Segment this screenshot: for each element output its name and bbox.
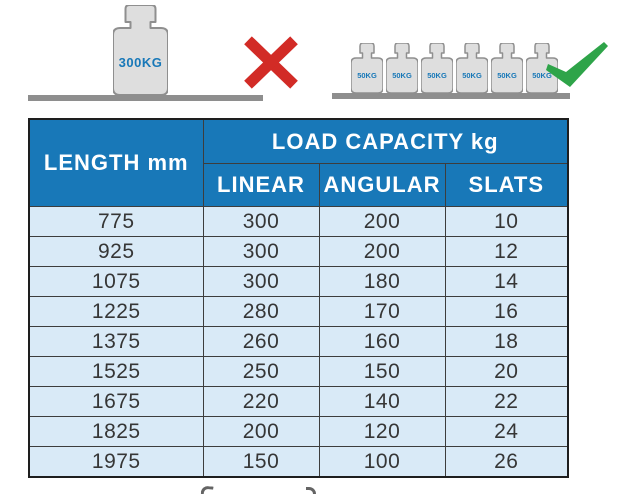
cell-angular: 140: [318, 386, 446, 417]
weight-300kg-shape: [113, 5, 168, 95]
table-row: 1675 220 140 22: [28, 386, 569, 417]
table-row: 775 300 200 10: [28, 206, 569, 237]
weight-50kg-shape: [456, 43, 488, 93]
weight-50kg-label: 50KG: [392, 71, 412, 80]
weight-50kg-label: 50KG: [427, 71, 447, 80]
table-row: 925 300 200 12: [28, 236, 569, 267]
cell-linear: 260: [202, 326, 320, 357]
table-row: 1975 150 100 26: [28, 446, 569, 478]
header-slats: SLATS: [444, 163, 569, 207]
header-length: LENGTH mm: [28, 118, 204, 207]
cross-icon: [244, 36, 298, 89]
cell-slats: 24: [444, 416, 569, 447]
weight-300kg-label: 300KG: [119, 55, 163, 70]
weight-50kg-shape: [526, 43, 558, 93]
cell-linear: 150: [202, 446, 320, 478]
cell-length: 925: [28, 236, 204, 267]
cell-length: 1225: [28, 296, 204, 327]
cell-length: 1075: [28, 266, 204, 297]
cell-length: 1975: [28, 446, 204, 478]
header-load-capacity: LOAD CAPACITY kg: [202, 118, 569, 164]
check-shape: [546, 42, 608, 87]
shelf-right: [332, 93, 570, 99]
weight-50kg: 50KG: [491, 43, 523, 93]
table-row: 1075 300 180 14: [28, 266, 569, 297]
weight-50kg-shape: [491, 43, 523, 93]
check-icon: [546, 42, 608, 87]
cell-length: 1825: [28, 416, 204, 447]
weight-50kg: 50KG: [456, 43, 488, 93]
cropped-caption-fragment: [200, 485, 214, 494]
shelf-left: [28, 95, 263, 101]
cell-angular: 200: [318, 236, 446, 267]
cell-angular: 100: [318, 446, 446, 478]
cell-slats: 16: [444, 296, 569, 327]
cell-linear: 220: [202, 386, 320, 417]
cell-linear: 300: [202, 206, 320, 237]
cell-slats: 12: [444, 236, 569, 267]
cell-length: 1525: [28, 356, 204, 387]
weight-50kg-label: 50KG: [462, 71, 482, 80]
weight-50kg-label: 50KG: [532, 71, 552, 80]
cell-slats: 26: [444, 446, 569, 478]
cell-angular: 180: [318, 266, 446, 297]
weight-50kg: 50KG: [526, 43, 558, 93]
weight-300kg: 300KG: [113, 5, 168, 95]
table-row: 1825 200 120 24: [28, 416, 569, 447]
cell-angular: 170: [318, 296, 446, 327]
weight-50kg-label: 50KG: [357, 71, 377, 80]
cell-linear: 300: [202, 236, 320, 267]
cropped-caption-fragment: [306, 487, 316, 494]
cell-slats: 18: [444, 326, 569, 357]
weight-50kg: 50KG: [386, 43, 418, 93]
cell-slats: 22: [444, 386, 569, 417]
cell-linear: 300: [202, 266, 320, 297]
load-capacity-table: LENGTH mm LOAD CAPACITY kg LINEAR ANGULA…: [28, 118, 570, 478]
cell-linear: 200: [202, 416, 320, 447]
cell-angular: 150: [318, 356, 446, 387]
table-row: 1225 280 170 16: [28, 296, 569, 327]
cell-slats: 14: [444, 266, 569, 297]
cell-slats: 10: [444, 206, 569, 237]
weight-50kg: 50KG: [351, 43, 383, 93]
header-angular: ANGULAR: [318, 163, 446, 207]
table-row: 1525 250 150 20: [28, 356, 569, 387]
weight-50kg-shape: [351, 43, 383, 93]
cell-angular: 120: [318, 416, 446, 447]
cell-angular: 160: [318, 326, 446, 357]
weight-50kg-label: 50KG: [497, 71, 517, 80]
cell-linear: 250: [202, 356, 320, 387]
cell-length: 1675: [28, 386, 204, 417]
header-linear: LINEAR: [202, 163, 320, 207]
cell-slats: 20: [444, 356, 569, 387]
cell-linear: 280: [202, 296, 320, 327]
weight-50kg-shape: [386, 43, 418, 93]
cell-angular: 200: [318, 206, 446, 237]
weight-50kg-shape: [421, 43, 453, 93]
table-row: 1375 260 160 18: [28, 326, 569, 357]
cell-length: 775: [28, 206, 204, 237]
cell-length: 1375: [28, 326, 204, 357]
weight-50kg: 50KG: [421, 43, 453, 93]
